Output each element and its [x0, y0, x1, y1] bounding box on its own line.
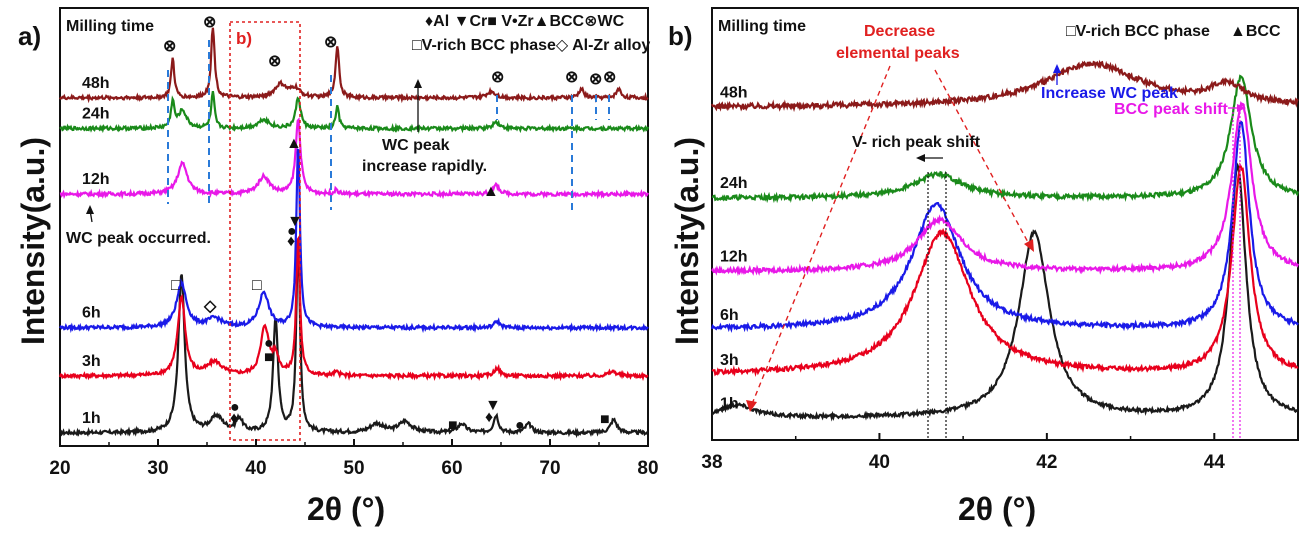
svg-text:■: ■ [264, 349, 274, 366]
panel-b-label: b) [668, 21, 693, 51]
wc-arrowhead [414, 79, 422, 88]
series-6h-line [59, 147, 649, 334]
series-24h-line [711, 74, 1300, 204]
series-label-3h: 3h [720, 352, 739, 369]
svg-text:▲: ▲ [286, 135, 302, 152]
series-label-6h: 6h [720, 307, 739, 324]
svg-text:■: ■ [448, 417, 458, 434]
annotation-increase-wc: Increase WC peak [1041, 85, 1178, 102]
svg-text:◇: ◇ [203, 298, 217, 315]
decrease-arrow-left [751, 65, 891, 405]
annotation-bcc-shift: BCC peak shift [1114, 101, 1228, 118]
series-3h-line [711, 162, 1299, 377]
series-12h-line [59, 117, 649, 200]
svg-text:●: ● [230, 399, 240, 416]
svg-text:⊗: ⊗ [589, 71, 602, 88]
panel-a-label: a) [18, 21, 41, 51]
series-label-12h: 12h [82, 171, 110, 188]
bcc-arrowhead [1237, 104, 1246, 112]
svg-text:□: □ [252, 277, 262, 294]
xtick-label-70: 70 [539, 458, 560, 479]
panel-a-header: Milling time [66, 18, 154, 35]
xtick-label-40: 40 [869, 452, 890, 473]
svg-text:▼: ▼ [287, 213, 303, 230]
annotation-vrich-shift: V- rich peak shift [852, 134, 981, 151]
vrich-guides [927, 172, 947, 440]
series-48h-line [710, 59, 1299, 113]
vrich-arrowhead [916, 154, 925, 162]
svg-text:⊗: ⊗ [163, 38, 176, 55]
svg-text:⊗: ⊗ [268, 53, 281, 70]
panel-a-xlabel: 2θ (°) [307, 491, 385, 527]
decrease-arrow-right [934, 69, 1031, 247]
panel-b-ylabel: Intensity(a.u.) [669, 137, 705, 345]
svg-text:⊗: ⊗ [203, 14, 216, 31]
svg-text:●: ● [287, 223, 297, 240]
series-label-3h: 3h [82, 353, 101, 370]
svg-text:●: ● [264, 335, 274, 352]
series-3h-line [58, 234, 649, 382]
wc-increase-arrowhead [1053, 64, 1061, 73]
annotation-occurred: WC peak occurred. [66, 230, 211, 247]
svg-text:♦: ♦ [485, 409, 493, 426]
svg-text:▲: ▲ [483, 183, 499, 200]
series-48h-line [59, 27, 649, 104]
legend-b-item2: ▲BCC [1230, 23, 1281, 40]
xtick-label-20: 20 [49, 458, 70, 479]
series-label-24h: 24h [82, 105, 110, 122]
xtick-label-80: 80 [637, 458, 658, 479]
annotation-decrease: Decrease [864, 23, 935, 40]
series-label-1h: 1h [82, 410, 101, 427]
annotation-elemental: elemental peaks [836, 45, 960, 62]
svg-text:♦: ♦ [287, 233, 295, 250]
series-label-1h: 1h [720, 395, 739, 412]
panel-a-frame [59, 7, 649, 447]
svg-text:⊗: ⊗ [565, 69, 578, 86]
series-label-12h: 12h [720, 249, 748, 266]
series-label-6h: 6h [82, 305, 101, 322]
wc-guides [167, 40, 610, 210]
inset-box [229, 21, 301, 441]
svg-text:♦: ♦ [230, 410, 238, 427]
series-12h-line [711, 101, 1300, 277]
decrease-arrowhead-left [746, 400, 757, 412]
xtick-label-38: 38 [701, 452, 722, 473]
series-label-48h: 48h [82, 75, 110, 92]
svg-text:⊗: ⊗ [491, 69, 504, 86]
svg-text:●: ● [515, 417, 525, 434]
series-24h-line [59, 91, 650, 135]
panel-b-xlabel: 2θ (°) [958, 491, 1036, 527]
legend-a-line1: ♦Al ▼Cr■ V•Zr▲BCC⊗WC [425, 13, 625, 30]
series-1h-line [59, 239, 649, 439]
bcc-guides [1232, 112, 1241, 440]
svg-text:⊗: ⊗ [603, 69, 616, 86]
xtick-label-44: 44 [1204, 452, 1226, 473]
svg-text:■: ■ [600, 411, 610, 428]
inset-label: b) [236, 29, 252, 48]
annotation-wc-peak: WC peak [382, 137, 450, 154]
panel-a-ylabel: Intensity(a.u.) [15, 137, 51, 345]
panel-b-header: Milling time [718, 18, 806, 35]
legend-b-item1: □V-rich BCC phase [1066, 23, 1210, 40]
svg-text:□: □ [171, 277, 181, 294]
annotation-increase: increase rapidly. [362, 158, 487, 175]
xtick-label-60: 60 [441, 458, 462, 479]
series-label-24h: 24h [720, 175, 748, 192]
xtick-label-40: 40 [245, 458, 266, 479]
series-1h-line [710, 162, 1299, 422]
peak-markers-a: ⊗ ⊗ ⊗ ⊗ ⊗ ⊗ ⊗ ⊗ ▲ ▲ ▼ ● ♦ □ ◇ □ ● ■ ● ♦ … [163, 14, 616, 434]
series-label-48h: 48h [720, 84, 748, 101]
legend-a-line2: □V-rich BCC phase◇ Al-Zr alloy [412, 37, 650, 54]
occurred-arrowhead [86, 205, 94, 214]
svg-text:⊗: ⊗ [324, 34, 337, 51]
svg-text:▼: ▼ [485, 397, 501, 414]
xtick-label-50: 50 [343, 458, 364, 479]
xtick-label-42: 42 [1036, 452, 1057, 473]
xtick-label-30: 30 [147, 458, 168, 479]
decrease-arrowhead-right [1024, 239, 1034, 252]
panel-b-frame [711, 7, 1299, 441]
series-6h-line [710, 120, 1299, 334]
